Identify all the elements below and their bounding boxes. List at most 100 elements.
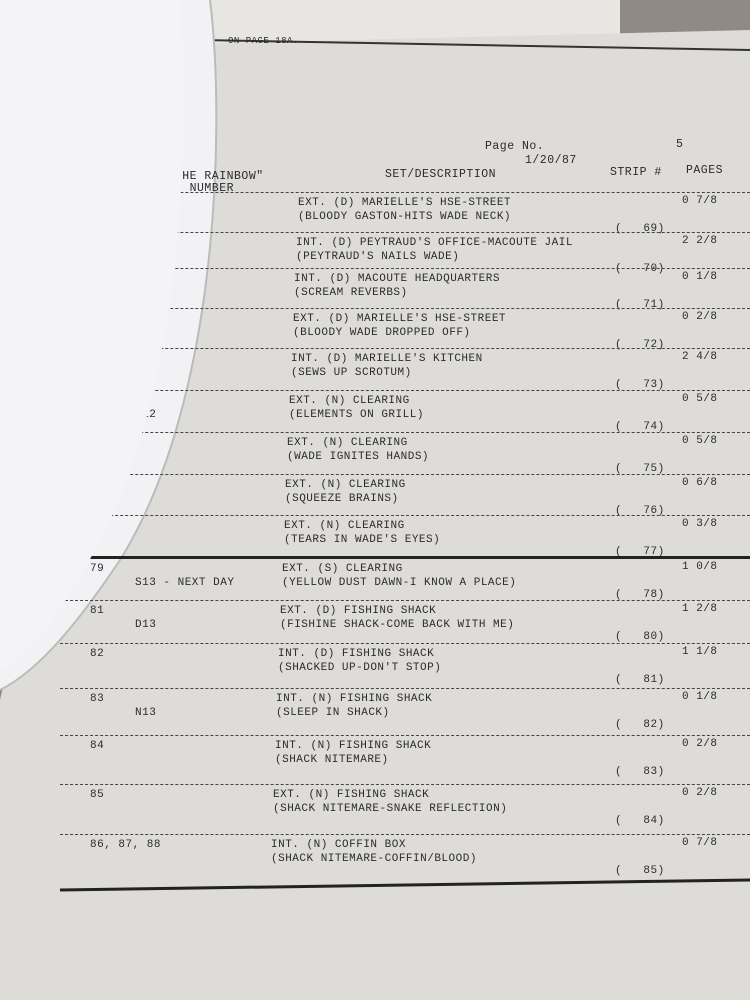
- description-cell: (BLOODY GASTON-HITS WADE NECK): [298, 211, 512, 223]
- page-number: 5: [676, 138, 684, 151]
- description-cell: (ELEMENTS ON GRILL): [289, 409, 424, 421]
- pages-cell: 0 5/8: [682, 393, 718, 405]
- pages-cell: 0 7/8: [682, 195, 718, 207]
- strip-cell: ( 75): [615, 463, 665, 475]
- day-cell: D13: [135, 619, 157, 631]
- schedule-row: INT. (D) PEYTRAUD'S OFFICE-MACOUTE JAIL (…: [60, 232, 750, 277]
- strip-cell: ( 84): [615, 815, 665, 827]
- pages-cell: 1 0/8: [682, 561, 718, 573]
- day-cell: N12: [135, 409, 157, 421]
- pages-cell: 0 7/8: [682, 837, 718, 849]
- scene-cell: 83: [90, 693, 105, 705]
- set-cell: INT. (N) COFFIN BOX: [271, 839, 406, 851]
- schedule-row: 79 S13 - NEXT DAY EXT. (S) CLEARING (YELLOW…: [60, 556, 750, 603]
- pages-cell: 0 2/8: [682, 787, 718, 799]
- description-cell: (SCREAM REVERBS): [294, 287, 408, 299]
- description-cell: (TEARS IN WADE'S EYES): [284, 534, 441, 546]
- set-cell: EXT. (D) MARIELLE'S HSE-STREET: [298, 197, 512, 209]
- scene-cell: 75: [90, 395, 105, 407]
- scrap-text: ON PAGE 18A.: [228, 36, 299, 46]
- description-cell: (SQUEEZE BRAINS): [285, 493, 399, 505]
- strip-cell: ( 80): [615, 631, 665, 643]
- scene-cell: 82: [90, 648, 105, 660]
- scene-cell: 81: [90, 605, 105, 617]
- pages-cell: 0 2/8: [682, 311, 718, 323]
- schedule-row: 86, 87, 88 INT. (N) COFFIN BOX (SHACK NITE…: [60, 834, 750, 879]
- description-cell: (PEYTRAUD'S NAILS WADE): [296, 251, 460, 263]
- description-cell: (SLEEP IN SHACK): [276, 707, 390, 719]
- description-cell: (SEWS UP SCROTUM): [291, 367, 412, 379]
- set-cell: EXT. (N) CLEARING: [289, 395, 410, 407]
- strip-cell: ( 83): [615, 766, 665, 778]
- schedule-row: 76 EXT. (N) CLEARING (WADE IGNITES HANDS) (…: [60, 432, 750, 477]
- schedule-row: 78 EXT. (N) CLEARING (TEARS IN WADE'S EYES…: [60, 515, 750, 560]
- description-cell: (SHACKED UP-DON'T STOP): [278, 662, 442, 674]
- description-cell: (SHACK NITEMARE): [275, 754, 389, 766]
- set-cell: EXT. (N) CLEARING: [285, 479, 406, 491]
- set-cell: EXT. (D) MARIELLE'S HSE-STREET: [293, 313, 507, 325]
- pages-cell: 2 4/8: [682, 351, 718, 363]
- strip-cell: ( 78): [615, 589, 665, 601]
- description-cell: (SHACK NITEMARE-SNAKE REFLECTION): [273, 803, 508, 815]
- strip-cell: ( 81): [615, 674, 665, 686]
- pages-label: PAGES: [686, 164, 724, 177]
- pages-cell: 0 1/8: [682, 271, 718, 283]
- schedule-row: 84 INT. (N) FISHING SHACK (SHACK NITEMARE)…: [60, 735, 750, 780]
- set-label: SET/DESCRIPTION: [385, 168, 497, 181]
- pages-cell: 0 3/8: [682, 518, 718, 530]
- pages-cell: 0 1/8: [682, 691, 718, 703]
- schedule-row: 85 EXT. (N) FISHING SHACK (SHACK NITEMARE-…: [60, 784, 750, 829]
- description-cell: (SHACK NITEMARE-COFFIN/BLOOD): [271, 853, 477, 865]
- scene-cell: 79: [90, 563, 105, 575]
- scene-cell: 77: [90, 479, 105, 491]
- pages-cell: 0 5/8: [682, 435, 718, 447]
- pages-cell: 1 2/8: [682, 603, 718, 615]
- schedule-row: 75 N12 EXT. (N) CLEARING (ELEMENTS ON GRILL…: [60, 390, 750, 435]
- set-cell: INT. (D) FISHING SHACK: [278, 648, 435, 660]
- strip-cell: ( 77): [615, 546, 665, 558]
- date: 1/20/87: [525, 154, 577, 167]
- set-cell: EXT. (S) CLEARING: [282, 563, 403, 575]
- pages-cell: 0 6/8: [682, 477, 718, 489]
- description-cell: (WADE IGNITES HANDS): [287, 451, 430, 463]
- page-label: Page No.: [485, 140, 545, 153]
- schedule-row: INT. (D) MARIELLE'S KITCHEN (SEWS UP SCRO…: [60, 348, 750, 393]
- pages-cell: 0 2/8: [682, 738, 718, 750]
- day-cell: N13: [135, 707, 157, 719]
- schedule-row: INT. (D) MACOUTE HEADQUARTERS (SCREAM REV…: [60, 268, 750, 313]
- schedule-row: 83 N13 INT. (N) FISHING SHACK (SLEEP IN SHA…: [60, 688, 750, 733]
- set-cell: INT. (N) FISHING SHACK: [276, 693, 433, 705]
- set-cell: INT. (D) PEYTRAUD'S OFFICE-MACOUTE JAIL: [296, 237, 573, 249]
- set-cell: INT. (D) MACOUTE HEADQUARTERS: [294, 273, 500, 285]
- strip-cell: ( 70): [615, 263, 665, 275]
- pages-cell: 1 1/8: [682, 646, 718, 658]
- schedule-row: EXT. (D) MARIELLE'S HSE-STREET (BLOODY WA…: [60, 308, 750, 353]
- strip-label: STRIP #: [610, 166, 662, 179]
- strip-cell: ( 82): [615, 719, 665, 731]
- strip-cell: ( 73): [615, 379, 665, 391]
- strip-cell: ( 85): [615, 865, 665, 877]
- description-cell: (FISHINE SHACK-COME BACK WITH ME): [280, 619, 515, 631]
- description-cell: (YELLOW DUST DAWN-I KNOW A PLACE): [282, 577, 517, 589]
- scene-cell: 78: [90, 520, 105, 532]
- schedule-row: EXT. (D) MARIELLE'S HSE-STREET (BLOODY GA…: [60, 192, 750, 237]
- set-cell: EXT. (N) FISHING SHACK: [273, 789, 430, 801]
- scene-cell: 85: [90, 789, 105, 801]
- schedule-row: 77 EXT. (N) CLEARING (SQUEEZE BRAINS) ( 76)…: [60, 474, 750, 519]
- strip-cell: ( 76): [615, 505, 665, 517]
- set-cell: INT. (D) MARIELLE'S KITCHEN: [291, 353, 483, 365]
- description-cell: (BLOODY WADE DROPPED OFF): [293, 327, 471, 339]
- scene-cell: 84: [90, 740, 105, 752]
- schedule-row: 82 INT. (D) FISHING SHACK (SHACKED UP-DON'…: [60, 643, 750, 688]
- set-cell: EXT. (N) CLEARING: [284, 520, 405, 532]
- set-cell: INT. (N) FISHING SHACK: [275, 740, 432, 752]
- day-cell: S13 - NEXT DAY: [135, 577, 235, 589]
- set-cell: EXT. (D) FISHING SHACK: [280, 605, 437, 617]
- set-cell: EXT. (N) CLEARING: [287, 437, 408, 449]
- strip-cell: ( 74): [615, 421, 665, 433]
- scene-cell: 76: [90, 437, 105, 449]
- scene-cell: 86, 87, 88: [90, 839, 162, 851]
- schedule-row: 81 D13 EXT. (D) FISHING SHACK (FISHINE SHAC…: [60, 600, 750, 645]
- pages-cell: 2 2/8: [682, 235, 718, 247]
